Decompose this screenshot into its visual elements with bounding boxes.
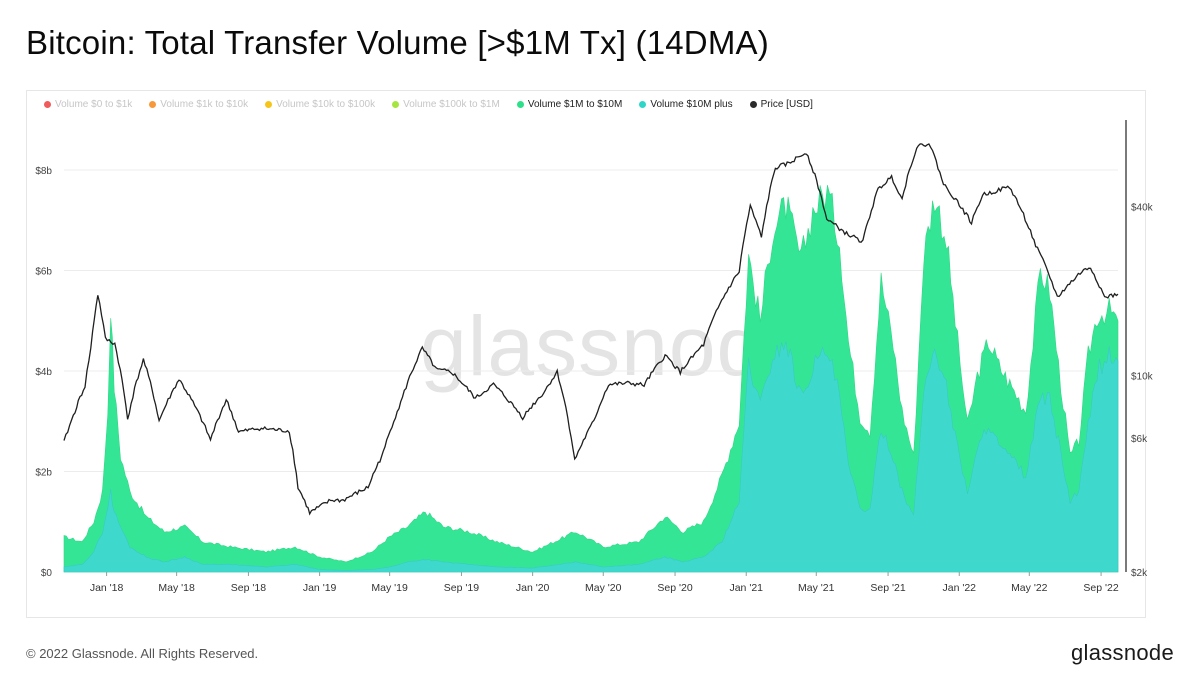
x-tick-label: Jan '18 xyxy=(90,582,124,594)
x-tick-label: May '22 xyxy=(1011,582,1048,594)
legend-dot-icon xyxy=(639,101,647,108)
chart-legend: Volume $0 to $1k Volume $1k to $10k Volume… xyxy=(44,99,830,110)
legend-label: Volume $1k to $10k xyxy=(160,99,249,110)
legend-label: Price [USD] xyxy=(760,99,813,110)
x-tick-label: Sep '21 xyxy=(870,582,905,594)
legend-label: Volume $0 to $1k xyxy=(55,99,133,110)
y-right-tick-label: $6k xyxy=(1131,434,1148,445)
legend-item-5[interactable]: Volume $10M plus xyxy=(639,99,733,110)
x-tick-label: Sep '18 xyxy=(231,582,266,594)
legend-item-0[interactable]: Volume $0 to $1k xyxy=(44,99,132,110)
legend-label: Volume $10M plus xyxy=(650,99,733,110)
y-left-tick-label: $6b xyxy=(35,267,52,278)
legend-label: Volume $10k to $100k xyxy=(276,99,376,110)
y-left-tick-label: $2b xyxy=(35,468,52,479)
x-tick-label: Jan '21 xyxy=(729,582,763,594)
x-tick-label: May '20 xyxy=(585,582,622,594)
x-tick-label: Sep '20 xyxy=(657,582,692,594)
legend-item-6[interactable]: Price [USD] xyxy=(749,99,813,110)
x-tick-label: Sep '19 xyxy=(444,582,479,594)
legend-dot-icon xyxy=(516,101,524,108)
legend-item-1[interactable]: Volume $1k to $10k xyxy=(149,99,248,110)
legend-item-3[interactable]: Volume $100k to $1M xyxy=(392,99,500,110)
y-right-tick-label: $10k xyxy=(1131,372,1154,383)
y-right-tick-label: $2k xyxy=(1131,568,1148,579)
legend-label: Volume $100k to $1M xyxy=(403,99,500,110)
legend-dot-icon xyxy=(749,101,757,108)
glassnode-logo: glassnode xyxy=(1071,640,1174,665)
y-left-tick-label: $4b xyxy=(35,367,52,378)
x-tick-label: Jan '20 xyxy=(516,582,550,594)
y-right-tick-label: $40k xyxy=(1131,203,1154,214)
line-series-price xyxy=(63,143,1119,516)
legend-item-2[interactable]: Volume $10k to $100k xyxy=(265,99,375,110)
copyright-text: © 2022 Glassnode. All Rights Reserved. xyxy=(26,646,259,661)
chart-title: Bitcoin: Total Transfer Volume [>$1M Tx]… xyxy=(26,24,769,61)
legend-item-4[interactable]: Volume $1M to $10M xyxy=(516,99,623,110)
legend-dot-icon xyxy=(149,101,157,108)
legend-dot-icon xyxy=(392,101,400,108)
legend-dot-icon xyxy=(265,101,273,108)
legend-label: Volume $1M to $10M xyxy=(527,99,623,110)
x-tick-label: Jan '22 xyxy=(942,582,976,594)
x-tick-label: Jan '19 xyxy=(303,582,337,594)
x-tick-label: May '19 xyxy=(371,582,408,594)
chart-container xyxy=(26,90,1146,618)
legend-dot-icon xyxy=(44,101,51,108)
x-tick-label: May '21 xyxy=(798,582,835,594)
y-left-tick-label: $0 xyxy=(41,568,53,579)
area-series-10m-plus xyxy=(63,341,1119,573)
x-tick-label: Sep '22 xyxy=(1083,582,1118,594)
x-tick-label: May '18 xyxy=(158,582,195,594)
area-series-1m-to-10m xyxy=(63,185,1119,573)
y-left-tick-label: $8b xyxy=(35,166,52,177)
